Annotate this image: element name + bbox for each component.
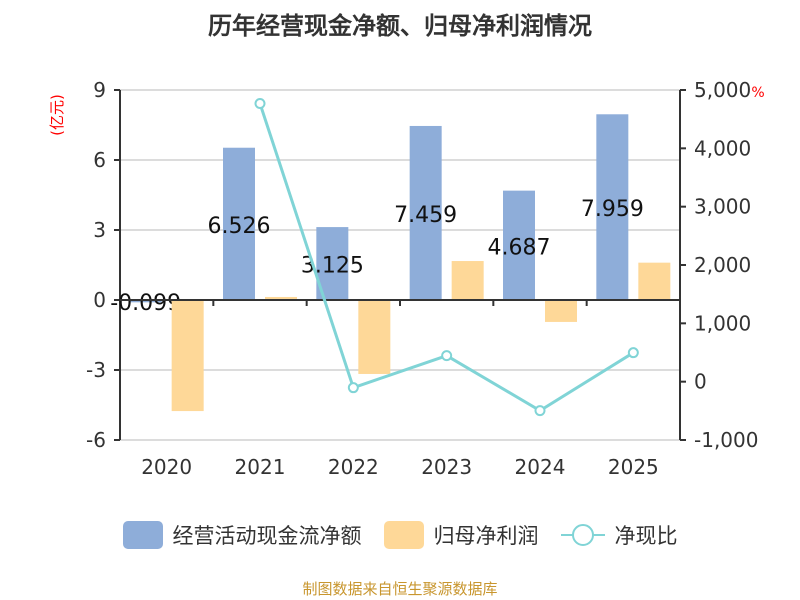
data-label: 7.959 <box>581 197 644 222</box>
x-tick-label: 2022 <box>328 455 379 479</box>
bar-net-profit-2023 <box>451 261 484 300</box>
data-label: 7.459 <box>394 203 457 228</box>
x-tick-label: 2024 <box>515 455 566 479</box>
line-point-2025 <box>627 347 639 359</box>
bar-net-profit-2024 <box>545 300 577 322</box>
bar-operating-cash-2021 <box>223 147 255 300</box>
legend: 经营活动现金流净额 归母净利润 净现比 <box>0 520 800 550</box>
x-tick-label: 2021 <box>235 455 286 479</box>
y-left-tick-label: 0 <box>93 288 106 312</box>
bar-net-profit-2025 <box>638 262 671 300</box>
y-left-tick-label: -3 <box>86 358 106 382</box>
line-point-2021 <box>254 98 266 110</box>
chart-title: 历年经营现金净额、归母净利润情况 <box>208 12 592 40</box>
legend-item-ratio[interactable]: 净现比 <box>560 520 678 550</box>
data-label: 4.687 <box>488 235 551 260</box>
data-label: -0.099 <box>110 291 181 316</box>
x-tick-label: 2020 <box>141 455 192 479</box>
y-right-tick-label: 0 <box>694 370 707 394</box>
y-left-tick-label: -6 <box>86 428 106 452</box>
y-left-tick-label: 3 <box>93 218 106 242</box>
line-point-2023 <box>441 350 453 362</box>
y-right-tick-label: 5,000 <box>694 78 751 102</box>
bar-net-profit-2020 <box>171 300 204 412</box>
bar-operating-cash-2024 <box>503 190 535 300</box>
x-tick-label: 2023 <box>421 455 472 479</box>
bar-operating-cash-2020 <box>129 300 162 303</box>
x-tick-label: 2025 <box>608 455 659 479</box>
legend-label: 净现比 <box>614 524 678 548</box>
legend-swatch <box>122 521 163 549</box>
y-left-tick-label: 9 <box>93 78 106 102</box>
y-right-tick-label: 1,000 <box>694 311 751 335</box>
y-right-tick-label: 3,000 <box>694 195 751 219</box>
y-left-tick-label: 6 <box>93 148 106 172</box>
bar-net-profit-2022 <box>358 300 391 374</box>
legend-item-operating-cash[interactable]: 经营活动现金流净额 <box>122 520 362 550</box>
line-point-2022 <box>347 382 359 394</box>
bar-operating-cash-2023 <box>409 125 442 300</box>
bar-net-profit-2021 <box>265 296 297 300</box>
legend-item-net-profit[interactable]: 归母净利润 <box>383 520 539 550</box>
y-right-tick-label: 2,000 <box>694 253 751 277</box>
line-point-2024 <box>534 405 546 417</box>
source-note: 制图数据来自恒生聚源数据库 <box>302 580 498 598</box>
legend-label: 经营活动现金流净额 <box>172 524 362 548</box>
legend-line-marker-icon <box>560 524 605 546</box>
data-label: 6.526 <box>208 214 271 239</box>
bar-operating-cash-2025 <box>596 114 629 300</box>
legend-swatch <box>383 521 424 549</box>
legend-label: 归母净利润 <box>433 524 539 548</box>
y-right-axis-title: % <box>751 85 764 101</box>
y-left-axis-title: (亿元) <box>48 94 66 136</box>
y-right-tick-label: -1,000 <box>694 428 758 452</box>
y-right-tick-label: 4,000 <box>694 136 751 160</box>
